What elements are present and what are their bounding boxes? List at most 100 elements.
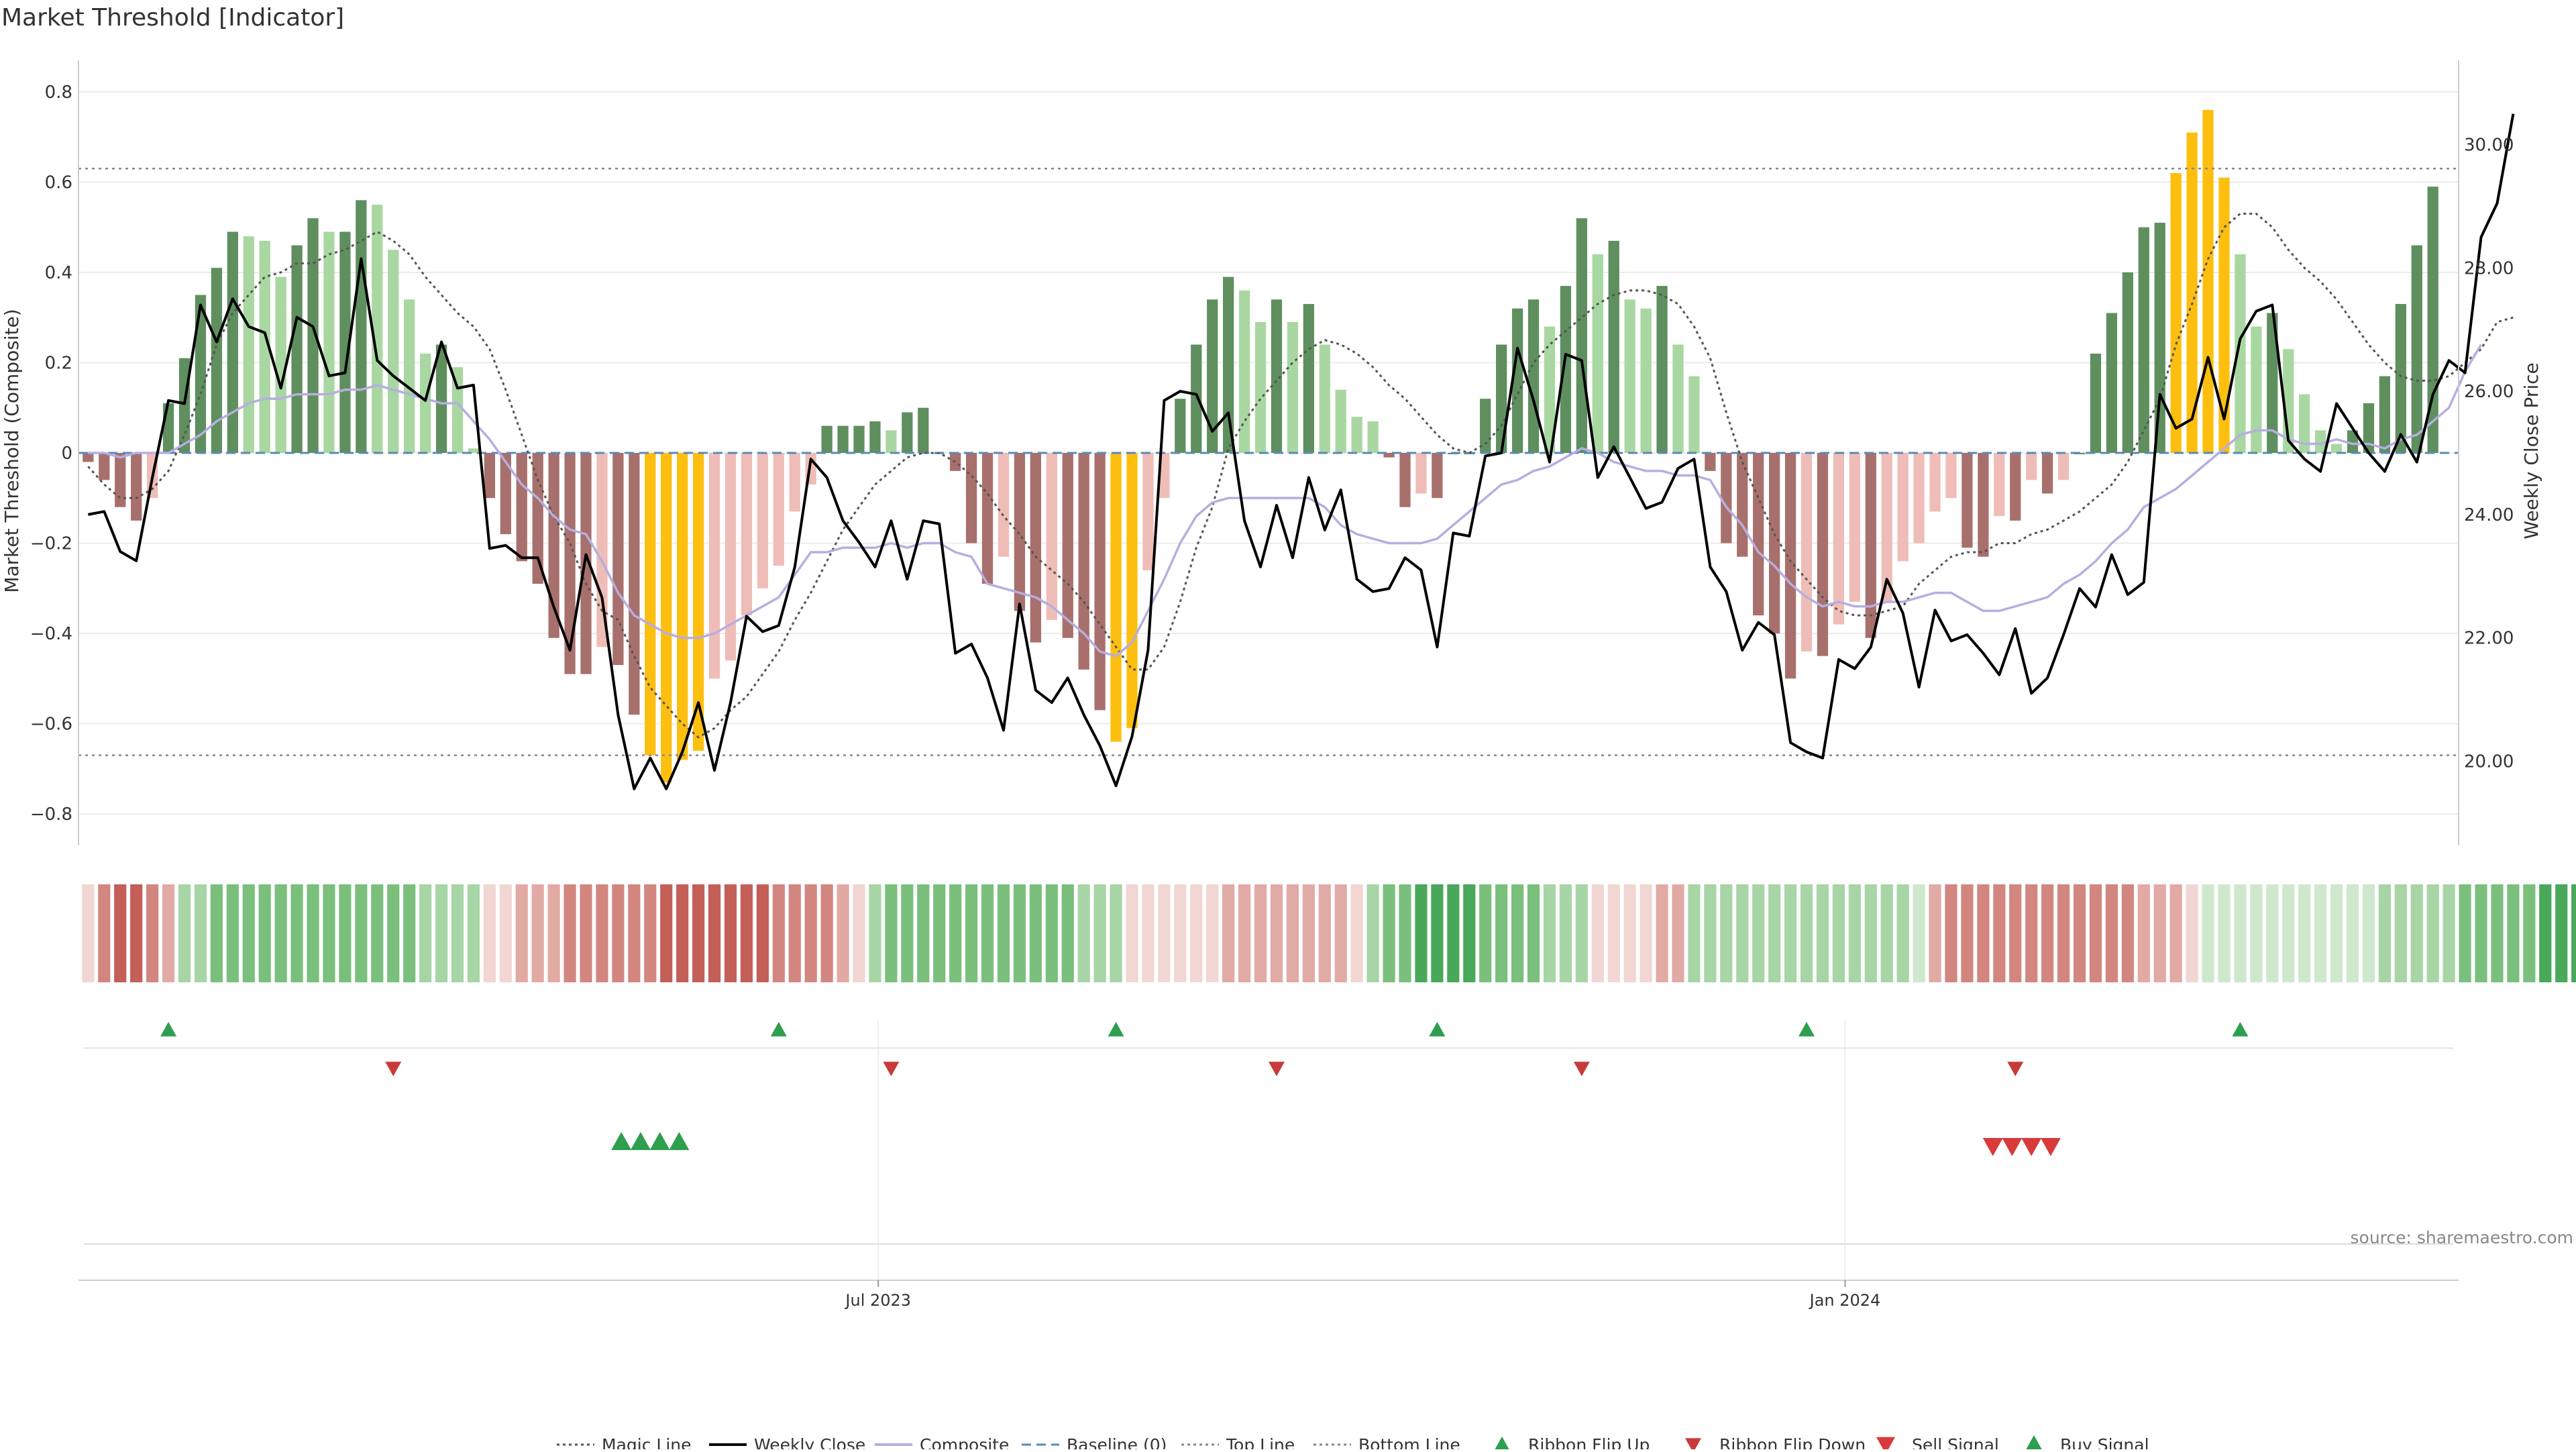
- composite-bar: [1833, 453, 1845, 625]
- ribbon-cell: [1366, 884, 1379, 982]
- composite-bar: [1046, 453, 1057, 620]
- y-right-tick-label: 26.00: [2464, 382, 2514, 402]
- ribbon-cell: [2298, 884, 2311, 982]
- ribbon-cell: [531, 884, 544, 982]
- composite-line: [88, 344, 2483, 658]
- composite-bar: [596, 453, 608, 647]
- ribbon-cell: [1688, 884, 1701, 982]
- ribbon-cell: [242, 884, 255, 982]
- ribbon-cell: [2218, 884, 2231, 982]
- composite-bar: [1078, 453, 1089, 670]
- ribbon-cell: [676, 884, 689, 982]
- composite-bar: [981, 453, 994, 584]
- composite-bar: [83, 453, 94, 462]
- ribbon-cell: [178, 884, 191, 982]
- ribbon-cell: [1511, 884, 1524, 982]
- composite-bar: [580, 453, 592, 674]
- ribbon-cell: [2507, 884, 2520, 982]
- composite-bar: [1175, 399, 1186, 453]
- ribbon-flip-down-marker: [385, 1061, 402, 1076]
- ribbon-cell: [1463, 884, 1476, 982]
- y-right-tick-label: 24.00: [2464, 505, 2514, 525]
- ribbon-cell: [837, 884, 849, 982]
- ribbon-cell: [1447, 884, 1460, 982]
- composite-bar: [2026, 453, 2037, 480]
- ribbon-cell: [307, 884, 319, 982]
- ribbon-cell: [1399, 884, 1411, 982]
- ribbon-cell: [788, 884, 801, 982]
- composite-bar: [1094, 453, 1106, 711]
- ribbon-cell: [981, 884, 994, 982]
- ribbon-cell: [1559, 884, 1572, 982]
- ribbon-cell: [580, 884, 592, 982]
- composite-bar: [532, 453, 543, 584]
- legend-label: Buy Signal: [2060, 1435, 2149, 1449]
- legend-label: Top Line: [1226, 1435, 1295, 1449]
- ribbon-cell: [1784, 884, 1797, 982]
- y-tick-label: −0.8: [30, 805, 72, 825]
- ribbon-cell: [628, 884, 641, 982]
- composite-bar: [741, 453, 753, 616]
- legend-label: Magic Line: [602, 1435, 692, 1449]
- ribbon-flip-up-marker: [160, 1022, 177, 1037]
- composite-bar: [1849, 453, 1860, 602]
- x-tick-label: Jul 2023: [844, 1291, 911, 1310]
- composite-bar: [99, 453, 110, 480]
- composite-bar: [1913, 453, 1925, 543]
- composite-bar: [2202, 109, 2214, 454]
- composite-bar: [708, 453, 720, 679]
- composite-bar: [1994, 453, 2005, 517]
- ribbon-cell: [1286, 884, 1299, 982]
- ribbon-flip-down-marker: [1268, 1061, 1285, 1076]
- ribbon-cell: [2250, 884, 2263, 982]
- ribbon-cell: [1768, 884, 1781, 982]
- ribbon-cell: [901, 884, 914, 982]
- ribbon-cell: [2266, 884, 2279, 982]
- ribbon-cell: [1190, 884, 1203, 982]
- ribbon-cell: [1800, 884, 1813, 982]
- composite-bar: [1383, 453, 1395, 458]
- composite-bar: [1656, 286, 1668, 453]
- legend-marker: [1685, 1438, 1701, 1452]
- ribbon-cell: [612, 884, 625, 982]
- ribbon-cell: [2025, 884, 2038, 982]
- composite-bar: [1929, 453, 1941, 512]
- ribbon-cell: [933, 884, 946, 982]
- composite-bar: [1303, 304, 1314, 453]
- ribbon-cell: [2121, 884, 2134, 982]
- ribbon-cell: [1318, 884, 1331, 982]
- legend: Magic Line Weekly Close Composite Baseline …: [557, 1435, 2149, 1452]
- ribbon-cell: [146, 884, 159, 982]
- composite-bar: [1415, 453, 1427, 494]
- composite-bar: [2010, 453, 2021, 521]
- composite-bar: [435, 344, 447, 453]
- bars-layer: [83, 109, 2438, 783]
- composite-bar: [227, 231, 238, 453]
- ribbon-cell: [2041, 884, 2054, 982]
- composite-bar: [918, 407, 929, 453]
- composite-bar: [2379, 376, 2391, 453]
- ribbon-cell: [1174, 884, 1187, 982]
- ribbon-cell: [2571, 884, 2576, 982]
- ribbon-cell: [1832, 884, 1845, 982]
- y-tick-label: −0.6: [30, 715, 72, 735]
- composite-bar: [1126, 453, 1138, 729]
- ribbon-cell: [2394, 884, 2407, 982]
- ribbon-cell: [162, 884, 175, 982]
- ribbon-cell: [2282, 884, 2295, 982]
- y-tick-label: −0.4: [30, 624, 72, 644]
- legend-label: Ribbon Flip Up: [1528, 1435, 1650, 1449]
- composite-bar: [1062, 453, 1073, 638]
- ribbon-cell: [483, 884, 496, 982]
- composite-bar: [1367, 421, 1379, 453]
- composite-bar: [115, 453, 126, 507]
- ribbon-flip-up-marker: [1108, 1022, 1124, 1037]
- ribbon-cell: [98, 884, 111, 982]
- ribbon-cell: [1591, 884, 1604, 982]
- composite-bar: [724, 453, 737, 661]
- ribbon-flip-down-marker: [883, 1061, 900, 1076]
- composite-bar: [1624, 299, 1635, 453]
- ribbon-cell: [596, 884, 608, 982]
